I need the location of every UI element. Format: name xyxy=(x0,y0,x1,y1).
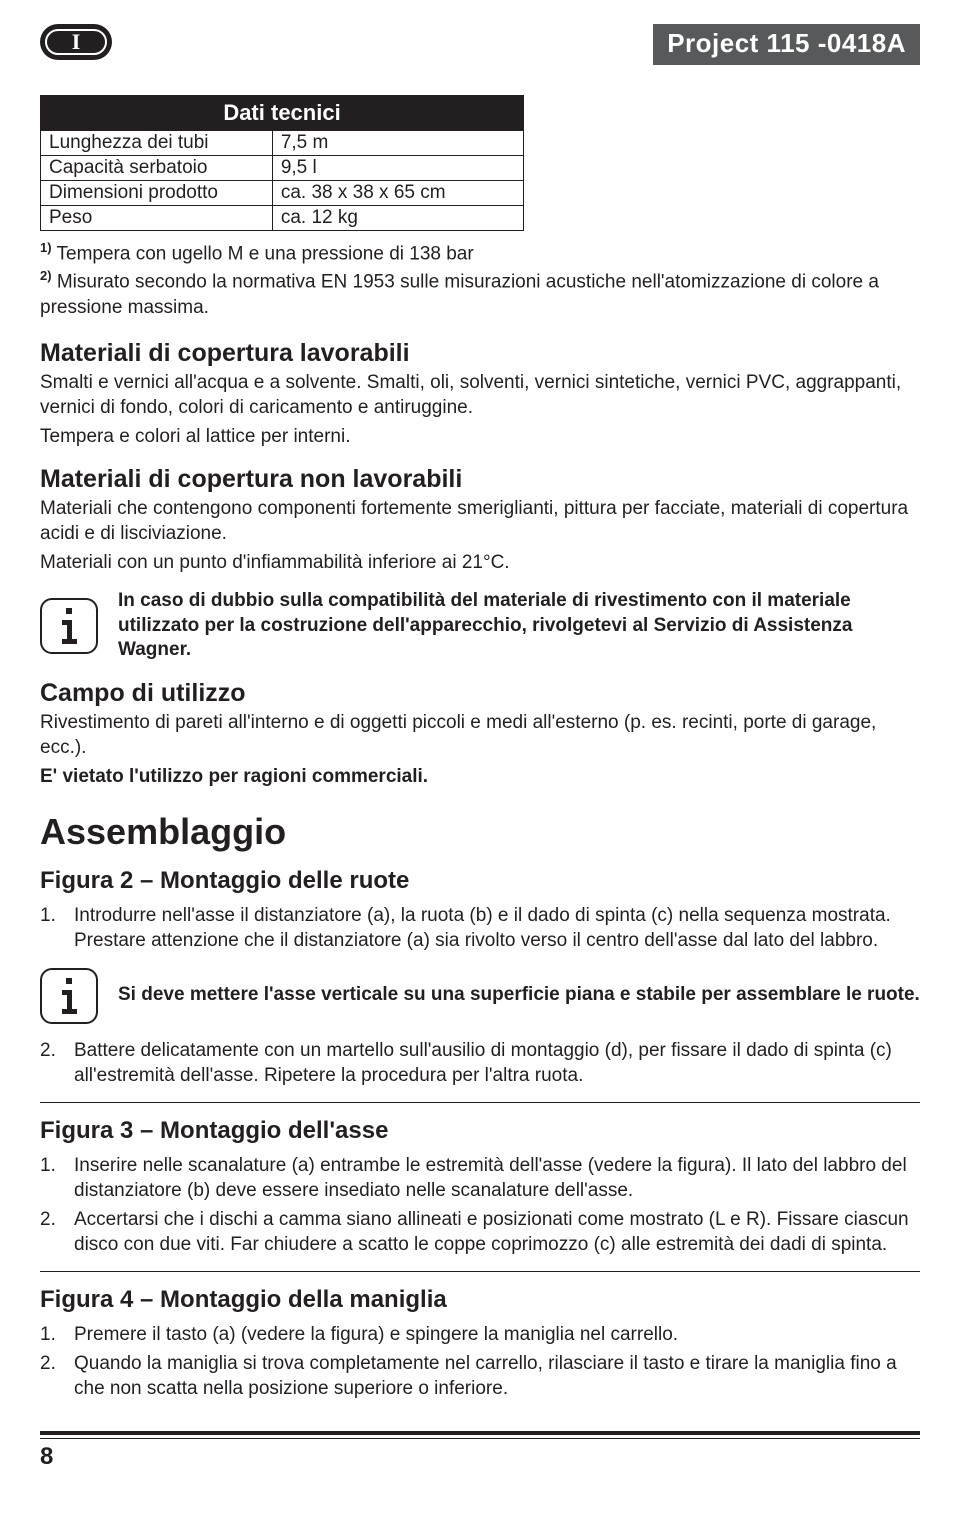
footnote-sup: 2) xyxy=(40,268,52,283)
cell-value: 9,5 l xyxy=(272,156,523,181)
heading-lavorabili: Materiali di copertura lavorabili xyxy=(40,339,920,368)
language-letter: I xyxy=(45,29,107,55)
header-row: I Project 115 -0418A xyxy=(40,24,920,65)
table-header: Dati tecnici xyxy=(41,96,524,131)
heading-campo: Campo di utilizzo xyxy=(40,679,920,708)
paragraph-bold: E' vietato l'utilizzo per ragioni commer… xyxy=(40,764,920,789)
page: I Project 115 -0418A Dati tecnici Lunghe… xyxy=(0,0,960,1516)
cell-label: Lunghezza dei tubi xyxy=(41,131,273,156)
heading-fig2: Figura 2 – Montaggio delle ruote xyxy=(40,867,920,895)
page-number: 8 xyxy=(40,1443,920,1471)
footnotes: 1) Tempera con ugello M e una pressione … xyxy=(40,239,920,321)
info-callout: Si deve mettere l'asse verticale su una … xyxy=(40,968,920,1024)
paragraph: Rivestimento di pareti all'interno e di … xyxy=(40,710,920,760)
step-item: Battere delicatamente con un martello su… xyxy=(40,1038,920,1088)
language-badge: I xyxy=(40,24,112,60)
steps-list: Premere il tasto (a) (vedere la figura) … xyxy=(40,1322,920,1401)
cell-label: Peso xyxy=(41,206,273,231)
footnote-sup: 1) xyxy=(40,240,52,255)
step-item: Premere il tasto (a) (vedere la figura) … xyxy=(40,1322,920,1347)
footnote-2: 2) Misurato secondo la normativa EN 1953… xyxy=(40,267,920,321)
paragraph: Materiali che contengono componenti fort… xyxy=(40,496,920,546)
cell-value: ca. 12 kg xyxy=(272,206,523,231)
heading-fig4: Figura 4 – Montaggio della maniglia xyxy=(40,1286,920,1314)
footnote-text: Tempera con ugello M e una pressione di … xyxy=(52,243,474,264)
table-row: Lunghezza dei tubi 7,5 m xyxy=(41,131,524,156)
cell-value: 7,5 m xyxy=(272,131,523,156)
cell-label: Capacità serbatoio xyxy=(41,156,273,181)
info-callout: In caso di dubbio sulla compatibilità de… xyxy=(40,589,920,663)
steps-list: Battere delicatamente con un martello su… xyxy=(40,1038,920,1088)
info-icon xyxy=(40,598,98,654)
cell-label: Dimensioni prodotto xyxy=(41,181,273,206)
info-icon xyxy=(40,968,98,1024)
steps-list: Inserire nelle scanalature (a) entrambe … xyxy=(40,1153,920,1257)
paragraph: Smalti e vernici all'acqua e a solvente.… xyxy=(40,370,920,420)
step-item: Accertarsi che i dischi a camma siano al… xyxy=(40,1207,920,1257)
footer-rule xyxy=(40,1431,920,1439)
paragraph: Materiali con un punto d'infiammabilità … xyxy=(40,550,920,575)
step-item: Quando la maniglia si trova completament… xyxy=(40,1351,920,1401)
tech-data-table: Dati tecnici Lunghezza dei tubi 7,5 m Ca… xyxy=(40,95,524,231)
info-text: In caso di dubbio sulla compatibilità de… xyxy=(118,589,920,663)
project-title: Project 115 -0418A xyxy=(653,24,920,65)
info-text: Si deve mettere l'asse verticale su una … xyxy=(118,983,920,1008)
heading-non-lavorabili: Materiali di copertura non lavorabili xyxy=(40,465,920,494)
footnote-text: Misurato secondo la normativa EN 1953 su… xyxy=(40,271,879,318)
table-row: Dimensioni prodotto ca. 38 x 38 x 65 cm xyxy=(41,181,524,206)
heading-fig3: Figura 3 – Montaggio dell'asse xyxy=(40,1117,920,1145)
table-row: Capacità serbatoio 9,5 l xyxy=(41,156,524,181)
table-row: Peso ca. 12 kg xyxy=(41,206,524,231)
step-item: Inserire nelle scanalature (a) entrambe … xyxy=(40,1153,920,1203)
divider xyxy=(40,1271,920,1272)
footnote-1: 1) Tempera con ugello M e una pressione … xyxy=(40,239,920,267)
steps-list: Introdurre nell'asse il distanziatore (a… xyxy=(40,903,920,953)
step-item: Introdurre nell'asse il distanziatore (a… xyxy=(40,903,920,953)
paragraph: Tempera e colori al lattice per interni. xyxy=(40,424,920,449)
heading-assembly: Assemblaggio xyxy=(40,811,920,853)
divider xyxy=(40,1102,920,1103)
cell-value: ca. 38 x 38 x 65 cm xyxy=(272,181,523,206)
